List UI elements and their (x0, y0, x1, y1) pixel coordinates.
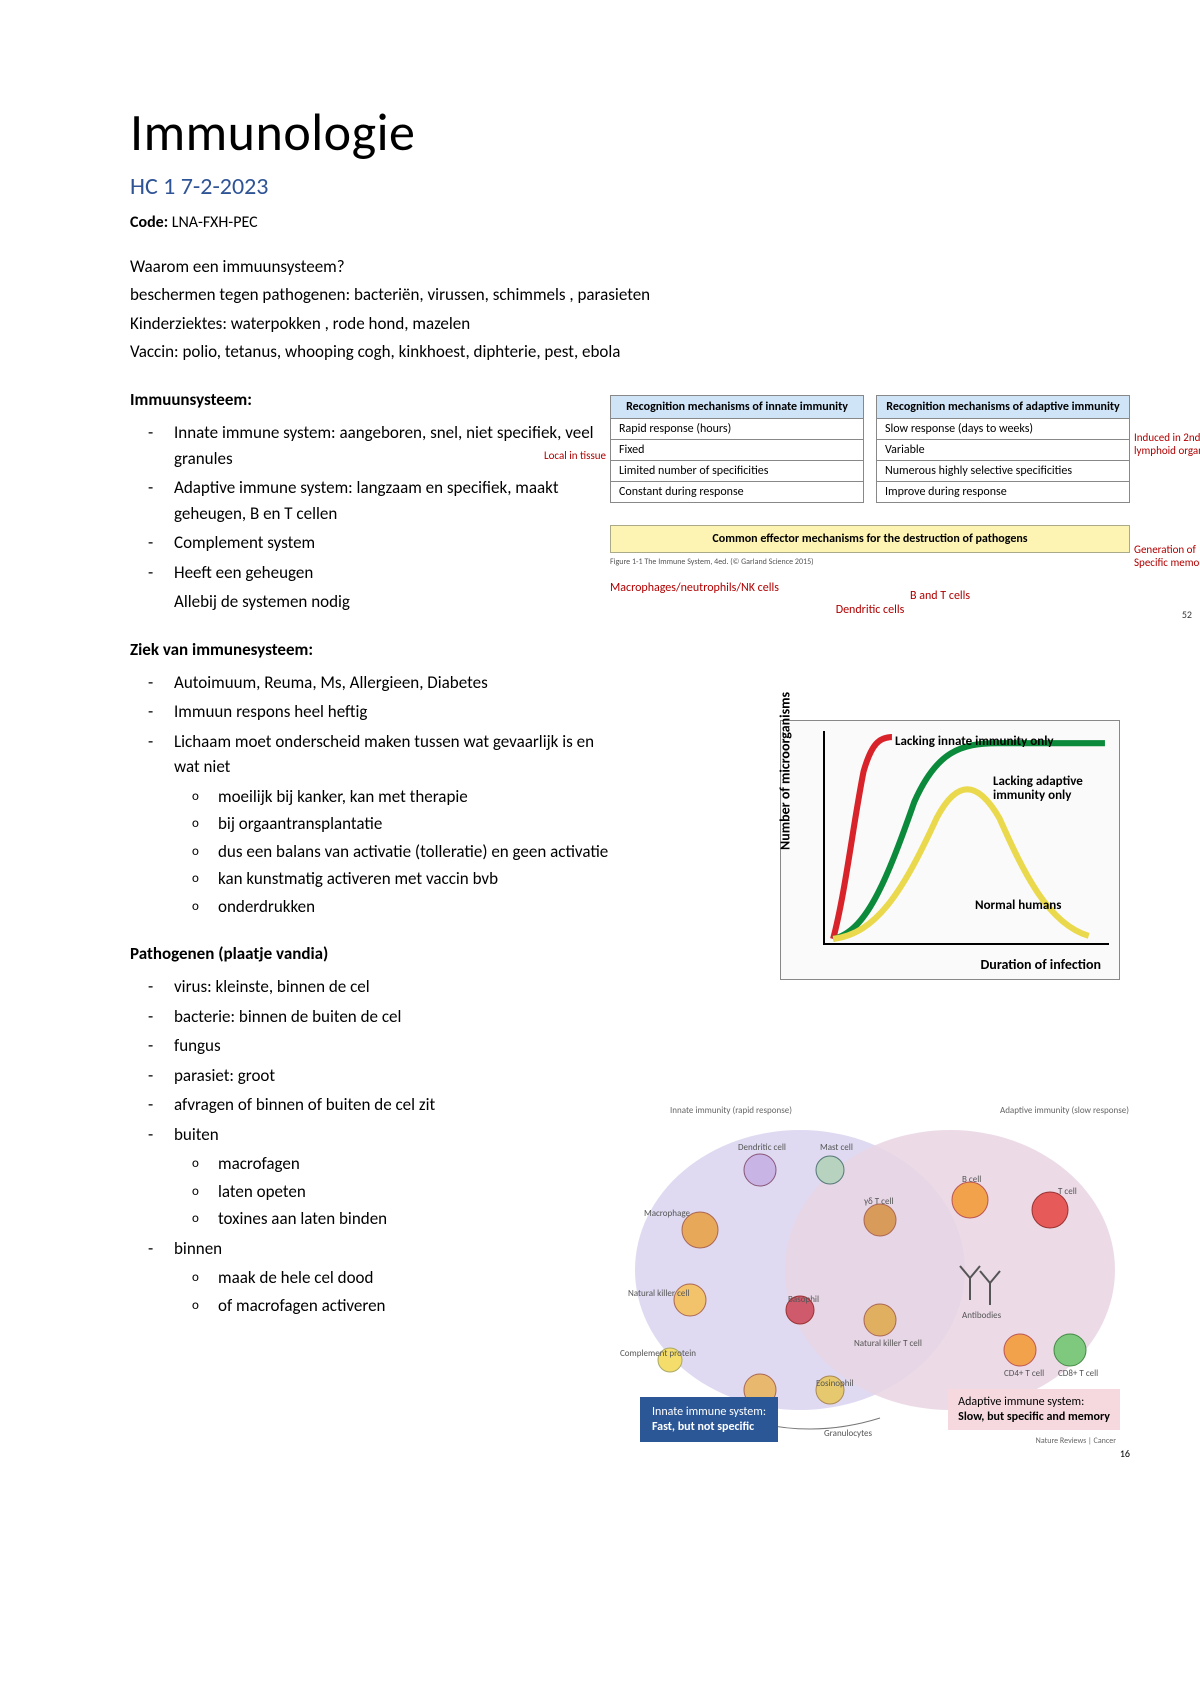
cell-mast (816, 1156, 844, 1184)
fig3-box-innate: Innate immune system:Fast, but not speci… (640, 1397, 778, 1442)
list-item: Complement system (174, 530, 614, 556)
intro-line: Waarom een immuunsysteem? (130, 254, 1080, 280)
figure-venn-immune: Innate immunity (rapid response) Adaptiv… (610, 1100, 1130, 1460)
lbl: Natural killer cell (628, 1288, 690, 1299)
fig2-plot-area: Lacking innate immunity only Lacking ada… (823, 731, 1109, 945)
lbl: Granulocytes (824, 1428, 872, 1439)
cell-cd4 (1004, 1334, 1036, 1366)
page-title: Immunologie (130, 100, 1080, 164)
fig1-common-box: Common effector mechanisms for the destr… (610, 525, 1130, 553)
list-item: bacterie: binnen de buiten de cel (174, 1004, 614, 1030)
lbl: Basophil (788, 1294, 819, 1305)
fig1-page-number: 52 (1182, 608, 1192, 621)
lbl: CD4+ T cell (1004, 1368, 1044, 1379)
curve-yellow (833, 789, 1089, 939)
sublist-item: moeilijk bij kanker, kan met therapie (218, 784, 638, 810)
lbl: Macrophage (644, 1208, 690, 1219)
sublist-item: onderdrukken (218, 894, 638, 920)
lbl: Natural killer T cell (854, 1338, 922, 1349)
fig1-cell: Limited number of specificities (610, 461, 864, 482)
fig1-red-dendritic: Dendritic cells (610, 603, 1130, 617)
fig1-header-adaptive: Recognition mechanisms of adaptive immun… (876, 395, 1130, 419)
fig1-cell: Rapid response (hours) (610, 419, 864, 440)
fig1-cell: Fixed (610, 440, 864, 461)
list-item: Autoimuum, Reuma, Ms, Allergieen, Diabet… (174, 670, 614, 696)
fig1-header-innate: Recognition mechanisms of innate immunit… (610, 395, 864, 419)
lbl: B cell (962, 1174, 981, 1185)
lbl: Complement protein (620, 1348, 696, 1359)
list-item: buiten (174, 1122, 614, 1148)
lbl: Antibodies (962, 1310, 1001, 1321)
fig3-page-number: 16 (1120, 1447, 1130, 1460)
section-heading-ziek: Ziek van immunesysteem: (130, 639, 1080, 660)
fig2-legend-green: Lacking adaptive immunity only (993, 775, 1109, 804)
curve-green (833, 743, 1105, 939)
list-item: Innate immune system: aangeboren, snel, … (174, 420, 614, 471)
lbl: CD8+ T cell (1058, 1368, 1098, 1379)
list-item: Lichaam moet onderscheid maken tussen wa… (174, 729, 614, 780)
list-item: Immuun respons heel heftig (174, 699, 614, 725)
list-item: fungus (174, 1033, 614, 1059)
figure-infection-curves: Number of microorganisms Duration of inf… (780, 720, 1120, 980)
fig1-col-adaptive: Recognition mechanisms of adaptive immun… (876, 395, 1130, 503)
fig3-top-right: Adaptive immunity (slow response) (1000, 1106, 1129, 1116)
list-item: Adaptive immune system: langzaam en spec… (174, 475, 614, 526)
list-item: afvragen of binnen of buiten de cel zit (174, 1092, 614, 1118)
fig2-legend-yellow: Normal humans (975, 899, 1061, 913)
lbl: Dendritic cell (738, 1142, 786, 1153)
intro-line: Kinderziektes: waterpokken , rode hond, … (130, 311, 1080, 337)
code-line: Code: LNA-FXH-PEC (130, 213, 1080, 232)
sublist-item: laten opeten (218, 1179, 638, 1205)
code-label: Code: (130, 213, 168, 232)
intro-line: Vaccin: polio, tetanus, whooping cogh, k… (130, 339, 1080, 365)
code-value: LNA-FXH-PEC (172, 213, 258, 232)
sublist-item: of macrofagen activeren (218, 1293, 638, 1319)
sublist-item: dus een balans van activatie (tolleratie… (218, 839, 638, 865)
fig1-red-adaptive-cells: B and T cells (910, 589, 970, 603)
cell-cd8 (1054, 1334, 1086, 1366)
lbl: γδ T cell (864, 1196, 894, 1207)
cell-bcell (952, 1182, 988, 1218)
lbl: T cell (1058, 1186, 1077, 1197)
list-item: binnen (174, 1236, 614, 1262)
cell-gdT (864, 1204, 896, 1236)
fig1-side-right-2: Generation of Specific memory (1134, 543, 1200, 569)
cell-dendritic (744, 1154, 776, 1186)
cell-tcell (1032, 1192, 1068, 1228)
sublist-item: toxines aan laten binden (218, 1206, 638, 1232)
fig3-top-left: Innate immunity (rapid response) (670, 1106, 792, 1116)
fig1-side-right-1: Induced in 2nd lymphoid organs (1134, 431, 1200, 457)
figure-recognition-table: Local in tissue Induced in 2nd lymphoid … (610, 395, 1130, 617)
sublist-item: kan kunstmatig activeren met vaccin bvb (218, 866, 638, 892)
list-item: Heeft een geheugen (174, 560, 614, 586)
intro-line: beschermen tegen pathogenen: bacteriën, … (130, 282, 1080, 308)
sublist-item: maak de hele cel dood (218, 1265, 638, 1291)
fig1-red-innate-cells: Macrophages/neutrophils/NK cells (610, 581, 1130, 595)
fig1-cell: Numerous highly selective specificities (876, 461, 1130, 482)
fig1-cell: Slow response (days to weeks) (876, 419, 1130, 440)
lbl: Eosinophil (816, 1378, 854, 1389)
fig3-box-adaptive: Adaptive immune system:Slow, but specifi… (948, 1389, 1120, 1430)
lecture-subtitle: HC 1 7-2-2023 (130, 172, 1080, 201)
list-item: Allebij de systemen nodig (174, 589, 614, 615)
fig1-source: Figure 1-1 The Immune System, 4ed. (© Ga… (610, 557, 1130, 567)
fig3-source: Nature Reviews | Cancer (1036, 1436, 1116, 1446)
lbl: Mast cell (820, 1142, 853, 1153)
list-item: virus: kleinste, binnen de cel (174, 974, 614, 1000)
sublist-item: macrofagen (218, 1151, 638, 1177)
fig1-col-innate: Recognition mechanisms of innate immunit… (610, 395, 864, 503)
sublist-item: bij orgaantransplantatie (218, 811, 638, 837)
fig1-cell: Improve during response (876, 482, 1130, 503)
fig2-y-label: Number of microorganisms (777, 692, 794, 850)
list-item: parasiet: groot (174, 1063, 614, 1089)
fig2-x-label: Duration of infection (980, 956, 1101, 973)
fig1-cell: Variable (876, 440, 1130, 461)
fig2-legend-red: Lacking innate immunity only (895, 735, 1054, 749)
cell-nkt (864, 1304, 896, 1336)
fig1-side-left: Local in tissue (516, 449, 606, 462)
fig1-cell: Constant during response (610, 482, 864, 503)
